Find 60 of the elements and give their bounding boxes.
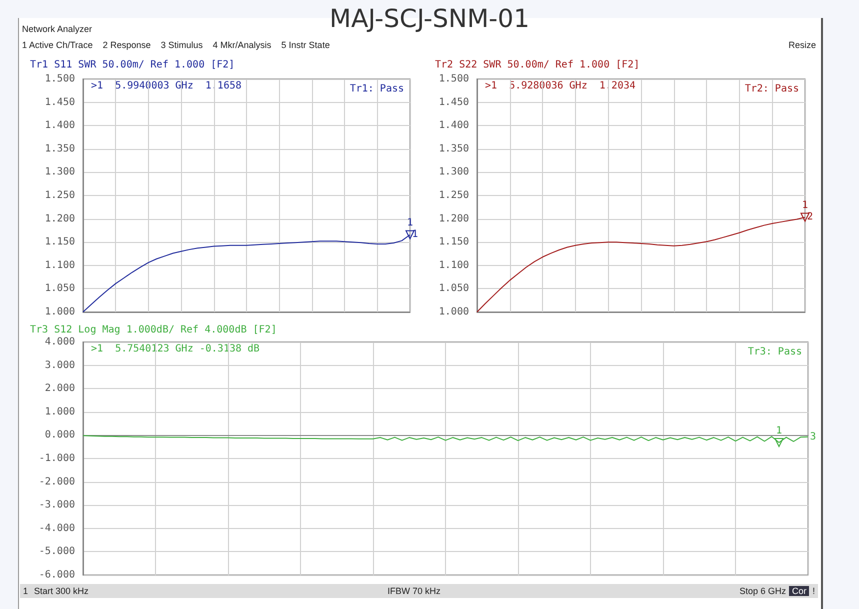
text: IFBW 70 kHz bbox=[386, 586, 442, 596]
y-tick-label: 1.050 bbox=[44, 283, 75, 294]
annotation: >1 5.9940003 GHz 1.1658 bbox=[91, 80, 242, 92]
y-tick-label: 1.100 bbox=[44, 260, 75, 271]
annotation: >1 5.7540123 GHz -0.3138 dB bbox=[91, 344, 260, 354]
y-tick-label: 3.000 bbox=[44, 360, 75, 371]
text: Stop 6 GHz bbox=[738, 586, 787, 596]
y-tick-label: 1.400 bbox=[44, 120, 75, 132]
chart-title: MAJ-SCJ-SNM-01 bbox=[330, 4, 530, 33]
text: ! bbox=[811, 586, 816, 596]
y-tick-label: 1.100 bbox=[438, 260, 469, 271]
text: 2 Response bbox=[102, 40, 151, 50]
annotation: Tr3: Pass bbox=[748, 346, 802, 358]
y-tick-label: 1.250 bbox=[44, 190, 75, 201]
y-tick-label: 1.300 bbox=[44, 166, 75, 178]
text: Cor bbox=[788, 586, 810, 596]
y-tick-label: 1.150 bbox=[44, 236, 75, 248]
annotation: >1 5.9280036 GHz 1.2034 bbox=[485, 80, 636, 92]
y-tick-label: 1.000 bbox=[438, 306, 469, 318]
y-tick-label: 1.150 bbox=[438, 236, 469, 248]
text: 3 Stimulus bbox=[160, 40, 203, 50]
text: Network Analyzer bbox=[22, 24, 92, 34]
y-tick-label: 1.500 bbox=[438, 74, 469, 84]
text: 5 Instr State bbox=[281, 40, 330, 50]
y-tick-label: -3.000 bbox=[38, 500, 75, 511]
series-label: 3 bbox=[810, 431, 816, 442]
text: 1 Active Ch/Trace bbox=[22, 40, 93, 50]
text: 4 Mkr/Analysis bbox=[212, 40, 272, 50]
text: 1 bbox=[22, 586, 30, 596]
annotation: Tr2: Pass bbox=[744, 84, 800, 94]
annotation: Tr1: Pass bbox=[350, 84, 404, 94]
y-tick-label: 1.250 bbox=[438, 190, 469, 201]
annotation: 1 bbox=[406, 218, 414, 229]
y-tick-label: 1.000 bbox=[44, 406, 75, 418]
y-tick-label: 1.350 bbox=[438, 143, 469, 154]
y-tick-label: 1.500 bbox=[44, 74, 75, 84]
text: Resize bbox=[788, 40, 816, 50]
y-tick-label: 1.400 bbox=[438, 120, 469, 132]
y-tick-label: 0.000 bbox=[44, 430, 75, 441]
y-tick-label: 1.200 bbox=[44, 213, 75, 224]
y-tick-label: 4.000 bbox=[44, 336, 75, 348]
y-tick-label: -5.000 bbox=[38, 546, 75, 558]
annotation: 1 bbox=[776, 426, 782, 437]
y-tick-label: 2.000 bbox=[44, 383, 75, 394]
y-tick-label: 1.200 bbox=[438, 213, 469, 224]
y-tick-label: 1.350 bbox=[44, 143, 75, 154]
y-tick-label: 1.000 bbox=[44, 306, 75, 318]
text: Start 300 kHz bbox=[33, 586, 90, 596]
chart-subtitle: Tr2 S22 SWR 50.00m/ Ref 1.000 [F2] bbox=[435, 60, 640, 70]
y-tick-label: -4.000 bbox=[38, 522, 75, 534]
y-tick-label: 1.300 bbox=[438, 166, 469, 178]
y-tick-label: 1.450 bbox=[44, 96, 75, 108]
y-tick-label: -6.000 bbox=[38, 570, 75, 580]
annotation: 1 bbox=[802, 200, 808, 212]
chart-subtitle: Tr3 S12 Log Mag 1.000dB/ Ref 4.000dB [F2] bbox=[30, 324, 277, 336]
chart-subtitle: Tr1 S11 SWR 50.00m/ Ref 1.000 [F2] bbox=[30, 60, 235, 70]
y-tick-label: 1.050 bbox=[438, 283, 469, 294]
y-tick-label: -1.000 bbox=[38, 453, 75, 464]
y-tick-label: -2.000 bbox=[38, 476, 75, 488]
y-tick-label: 1.450 bbox=[438, 96, 469, 108]
